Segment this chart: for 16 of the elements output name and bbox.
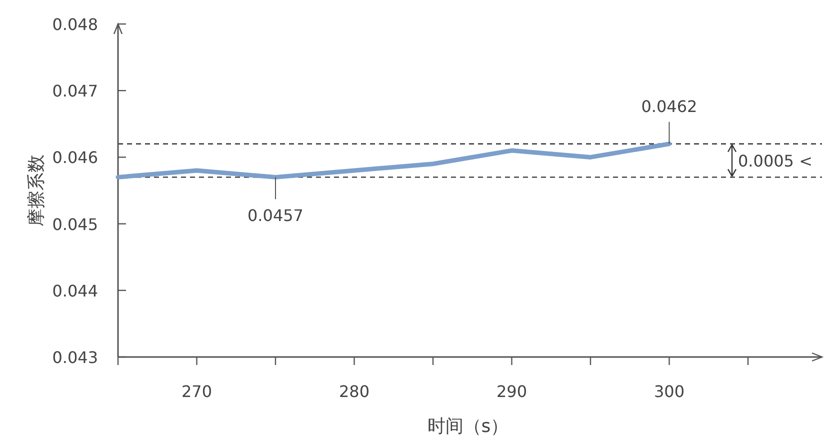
x-tick-label: 280 xyxy=(338,382,370,401)
y-tick-label: 0.047 xyxy=(52,82,98,101)
y-tick-label: 0.045 xyxy=(52,214,98,234)
y-tick-label: 0.048 xyxy=(52,15,98,34)
x-axis-title: 时间（s） xyxy=(427,416,509,437)
line-series xyxy=(116,142,672,180)
y-tick-label: 0.043 xyxy=(52,348,98,367)
y-tick-label: 0.046 xyxy=(52,148,98,168)
x-tick-label: 290 xyxy=(496,382,528,401)
annotation: 0.0005 < xyxy=(738,152,812,171)
y-tick-label: 0.044 xyxy=(52,281,98,300)
x-tick-label: 270 xyxy=(181,382,212,401)
y-axis-title: 摩擦系数 xyxy=(26,154,47,226)
x-tick-label: 300 xyxy=(654,382,685,401)
annotation: 0.0462 xyxy=(641,96,698,116)
annotation: 0.0457 xyxy=(248,206,304,226)
